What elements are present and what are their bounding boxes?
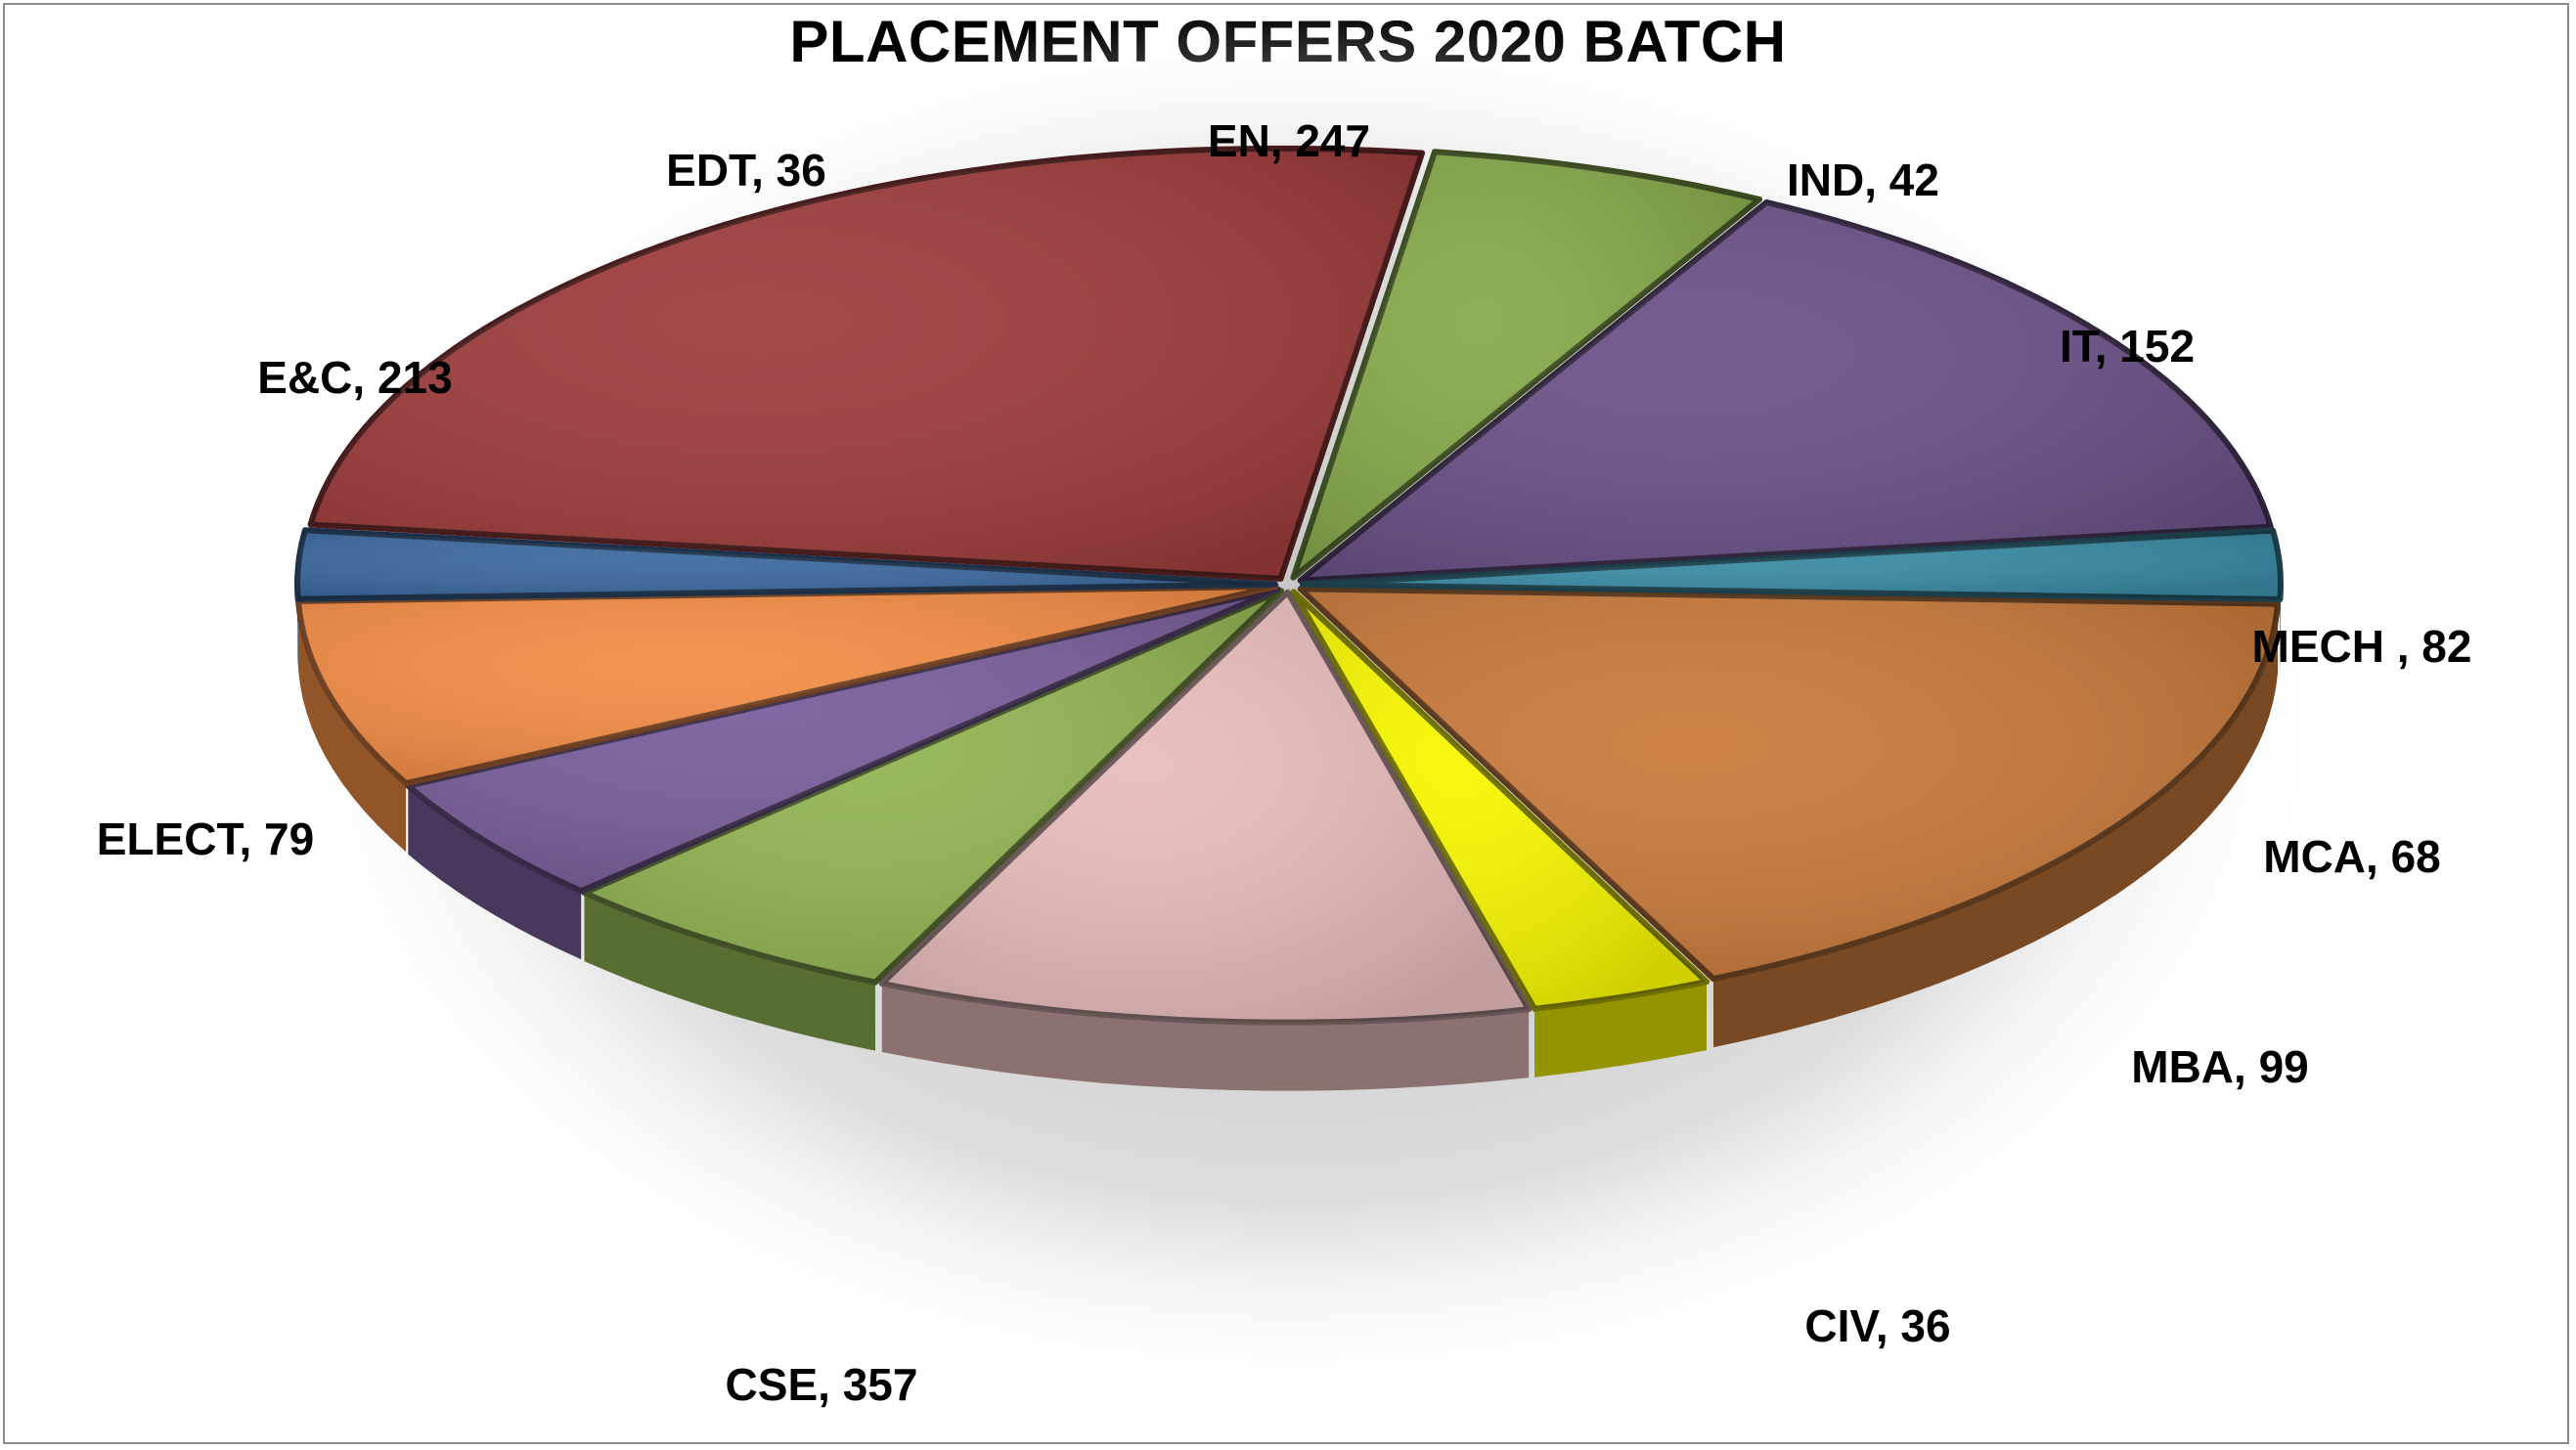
pie-slice-shading-mech <box>584 591 1281 983</box>
data-label-civ: CIV, 36 <box>1804 1300 1950 1351</box>
pie-slice-shading-en <box>1300 589 2279 980</box>
pie-slice-shading-elect <box>1293 152 1760 578</box>
data-label-mech: MECH , 82 <box>2252 621 2472 672</box>
data-label-elect: ELECT, 79 <box>97 813 314 864</box>
pie-slice-shading-edt <box>1303 530 2281 599</box>
data-label-eandc: E&C, 213 <box>257 352 452 403</box>
pie-side-mba <box>298 600 407 853</box>
pie-slice-shading-ind <box>1293 592 1707 1009</box>
pie-slice-shading-eandc <box>1300 201 2271 581</box>
pie-slice-shading-civ <box>297 530 1275 599</box>
pie-slice-shading-mca <box>408 589 1278 892</box>
pie-side-mech <box>584 893 875 1051</box>
pie-slice-shading-mba <box>298 586 1276 784</box>
data-label-ind: IND, 42 <box>1787 154 1939 205</box>
data-label-cse: CSE, 357 <box>726 1359 918 1410</box>
pie-side-mca <box>408 785 582 960</box>
pie-side-en <box>1713 603 2279 1048</box>
data-label-edt: EDT, 36 <box>666 145 826 196</box>
data-label-mba: MBA, 99 <box>2131 1041 2308 1092</box>
data-label-it: IT, 152 <box>2060 321 2195 372</box>
data-label-en: EN, 247 <box>1208 115 1370 166</box>
pie-slice-shading-cse <box>310 148 1423 579</box>
data-label-mca: MCA, 68 <box>2263 831 2440 882</box>
pie-slice-shading-it <box>881 592 1530 1023</box>
